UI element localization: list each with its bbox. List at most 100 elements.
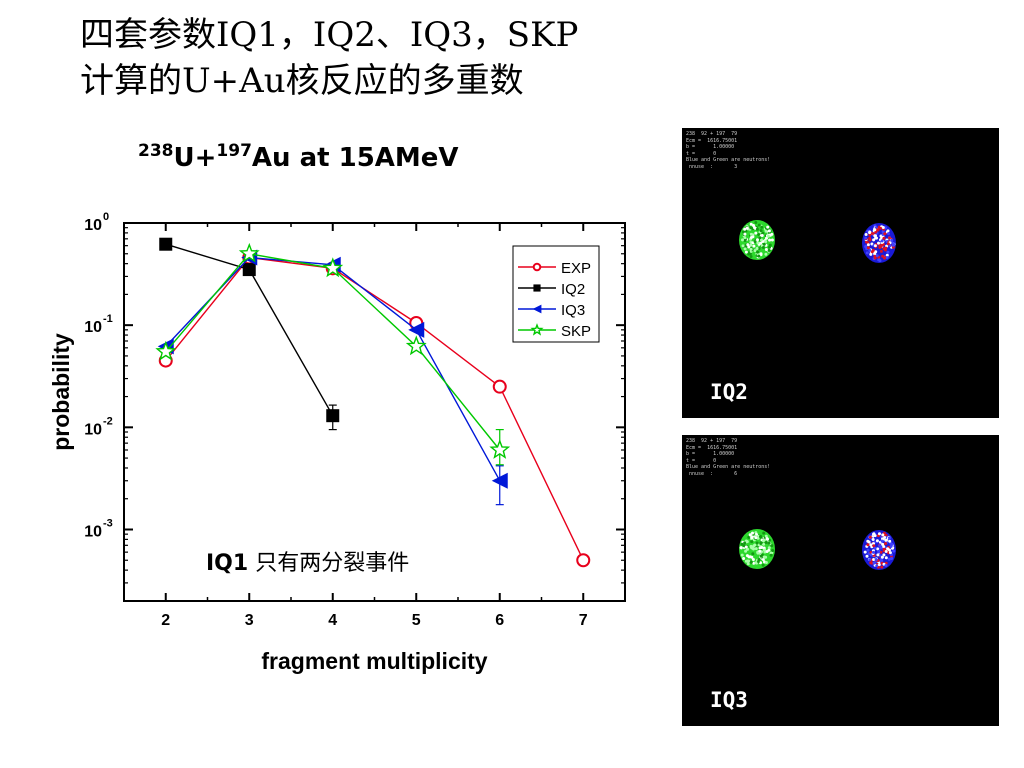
nucleon-dot (743, 238, 747, 242)
legend-item-iq2: IQ2 (518, 281, 585, 298)
nucleon-dot (739, 546, 743, 550)
nucleon-dot (877, 563, 881, 567)
nucleon-dot (749, 560, 753, 564)
nucleon-dot (878, 544, 882, 548)
nucleon-dot (743, 247, 747, 251)
nucleon-dot (868, 238, 872, 242)
nucleon-dot (766, 537, 769, 541)
nucleon-dot (885, 256, 889, 259)
nucleon-dot (869, 252, 873, 256)
nucleon-dot (756, 241, 760, 245)
nucleon-dot (753, 249, 757, 253)
nucleon-dot (875, 539, 879, 543)
nucleon-dot (881, 533, 885, 537)
nucleon-dot (756, 551, 760, 555)
nucleon-dot (747, 559, 751, 563)
nucleon-dot (884, 542, 888, 545)
data-point (492, 379, 507, 394)
fragment-blue-blob (862, 530, 896, 570)
nucleon-dot (880, 565, 884, 569)
nucleon-dot (873, 234, 877, 238)
nucleon-dot (753, 543, 757, 547)
nucleon-dot (880, 243, 884, 247)
nucleon-dot (880, 555, 884, 559)
data-point (155, 340, 177, 361)
nucleon-dot (868, 231, 872, 235)
nucleon-dot (882, 547, 886, 551)
panel-header-text: 238 92 + 197 79 Ecm = 1616.75001 b = 1.0… (686, 438, 771, 477)
nucleon-dot (887, 232, 890, 236)
y-tick-base: 10 (84, 217, 102, 234)
nucleon-dot (767, 541, 771, 545)
nucleon-dot (751, 241, 755, 245)
nucleon-dot (764, 240, 768, 244)
nucleon-dot (882, 236, 886, 240)
data-point (242, 263, 256, 277)
nucleon-dot (762, 242, 766, 246)
nucleon-dot (760, 546, 764, 549)
nucleon-dot (743, 541, 747, 545)
nucleon-dot (760, 234, 764, 237)
panel-label: IQ2 (710, 380, 748, 404)
nucleon-dot (890, 238, 894, 242)
nucleon-dot (755, 247, 759, 250)
nucleon-dot (764, 534, 768, 538)
y-tick-exponent: 0 (103, 211, 109, 223)
nucleon-dot (864, 236, 868, 240)
nucleon-dot (870, 242, 874, 246)
x-tick-label: 4 (328, 612, 337, 629)
data-point (238, 242, 260, 263)
nucleon-dot (768, 245, 771, 249)
nucleon-dot (759, 253, 763, 257)
nucleon-dot (888, 236, 891, 240)
nucleon-dot (878, 246, 882, 249)
nucleon-dot (871, 550, 875, 554)
nucleon-dot (761, 558, 765, 561)
y-tick-exponent: -2 (103, 415, 113, 427)
nucleon-dot (744, 250, 748, 254)
chart-title-superscript: 238 (138, 141, 174, 161)
nucleon-dot (759, 542, 763, 545)
nucleon-dot (866, 548, 870, 552)
data-point (326, 409, 340, 423)
nucleon-dot (744, 545, 748, 549)
y-tick-base: 10 (84, 421, 102, 438)
legend-label: EXP (561, 260, 591, 277)
nucleon-dot (752, 547, 755, 551)
data-point (405, 335, 427, 356)
nucleon-dot (750, 536, 754, 539)
nucleon-dot (764, 229, 768, 233)
nucleon-dot (880, 239, 884, 243)
nucleon-dot (760, 225, 764, 229)
nucleon-dot (868, 558, 872, 562)
y-tick-label: 10 -2 (84, 415, 113, 438)
nucleon-dot (746, 562, 750, 566)
nucleon-dot (757, 223, 761, 227)
nucleon-dot (764, 541, 768, 544)
nucleon-dot (890, 557, 894, 560)
nucleon-dot (757, 247, 761, 250)
nucleon-dot (751, 552, 755, 556)
nucleon-dot (867, 540, 871, 544)
nucleon-dot (746, 243, 750, 247)
nucleon-dot (749, 255, 753, 258)
nucleon-dot (747, 535, 751, 539)
nucleon-dot (769, 553, 773, 557)
nucleon-dot (763, 548, 766, 552)
nucleon-dot (889, 544, 893, 548)
nucleon-dot (748, 533, 752, 537)
nucleon-dot (751, 531, 754, 535)
nucleon-dot (766, 234, 770, 238)
nucleon-dot (872, 544, 876, 548)
annotation-text: 只有两分裂事件 (248, 551, 409, 576)
data-point (491, 472, 508, 489)
legend-marker (530, 323, 544, 336)
y-tick-base: 10 (84, 523, 102, 540)
nucleon-dot (766, 225, 770, 229)
nucleon-dot (770, 238, 774, 242)
series-line (165, 256, 584, 561)
nucleon-dot (884, 556, 888, 560)
nucleon-dot (868, 248, 872, 252)
annotation-iq1: IQ1 只有两分裂事件 (206, 551, 409, 576)
chart-title-superscript: 197 (216, 141, 252, 161)
